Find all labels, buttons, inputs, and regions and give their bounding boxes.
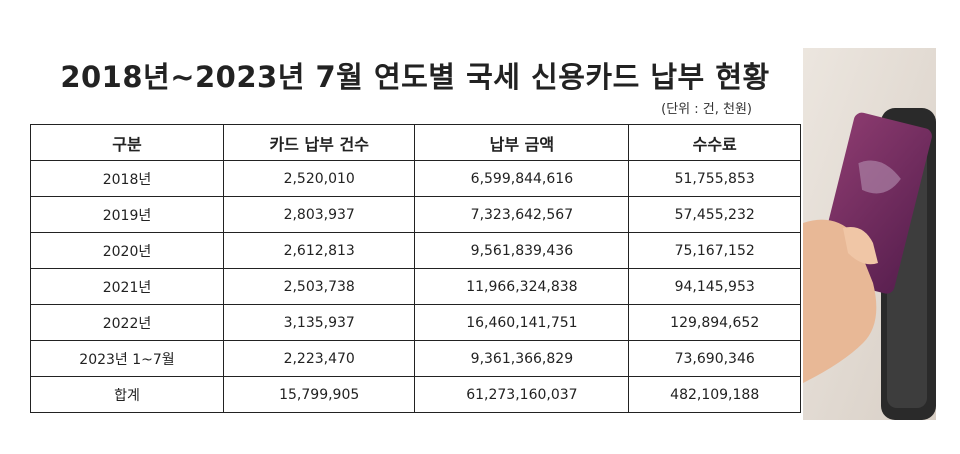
table-cell: 9,361,366,829 xyxy=(414,340,630,377)
column-header: 수수료 xyxy=(628,124,801,161)
row-label: 2021년 xyxy=(30,268,224,305)
column-header: 구분 xyxy=(30,124,224,161)
table-cell: 57,455,232 xyxy=(628,196,801,233)
table-cell: 129,894,652 xyxy=(628,304,801,341)
row-label: 2020년 xyxy=(30,232,224,269)
table-head: 구분 카드 납부 건수 납부 금액 수수료 xyxy=(30,124,801,161)
table-cell: 2,803,937 xyxy=(222,196,416,233)
table-cell: 73,690,346 xyxy=(628,340,801,377)
column-header: 카드 납부 건수 xyxy=(222,124,416,161)
row-label: 2023년 1~7월 xyxy=(30,340,224,377)
unit-note: (단위 : 건, 천원) xyxy=(661,102,752,117)
table-cell: 482,109,188 xyxy=(628,376,801,413)
card-photo xyxy=(803,48,936,420)
row-label: 2019년 xyxy=(30,196,224,233)
table-cell: 6,599,844,616 xyxy=(414,160,630,197)
table-row: 2022년 3,135,937 16,460,141,751 129,894,652 xyxy=(30,304,801,341)
table-cell: 2,612,813 xyxy=(222,232,416,269)
table-cell: 2,520,010 xyxy=(222,160,416,197)
table-cell: 75,167,152 xyxy=(628,232,801,269)
table: 구분 카드 납부 건수 납부 금액 수수료 2018년 2,520,010 6,599,8… xyxy=(30,124,801,413)
table-row: 2018년 2,520,010 6,599,844,616 51,755,853 xyxy=(30,160,801,197)
title: 2018년~2023년 7월 연도별 국세 신용카드 납부 현황 xyxy=(60,60,770,94)
header-row: 구분 카드 납부 건수 납부 금액 수수료 xyxy=(30,124,801,161)
table-row: 2023년 1~7월 2,223,470 9,361,366,829 73,690,3… xyxy=(30,340,801,377)
table-cell: 11,966,324,838 xyxy=(414,268,630,305)
table-row: 합계 15,799,905 61,273,160,037 482,109,188 xyxy=(30,376,801,413)
table-cell: 94,145,953 xyxy=(628,268,801,305)
table-row: 2021년 2,503,738 11,966,324,838 94,145,953 xyxy=(30,268,801,305)
table-cell: 61,273,160,037 xyxy=(414,376,630,413)
row-label: 합계 xyxy=(30,376,224,413)
table-row: 2020년 2,612,813 9,561,839,436 75,167,152 xyxy=(30,232,801,269)
row-label: 2018년 xyxy=(30,160,224,197)
column-header: 납부 금액 xyxy=(414,124,630,161)
table-cell: 9,561,839,436 xyxy=(414,232,630,269)
table-body: 2018년 2,520,010 6,599,844,616 51,755,853 201… xyxy=(30,160,801,413)
row-label: 2022년 xyxy=(30,304,224,341)
table-row: 2019년 2,803,937 7,323,642,567 57,455,232 xyxy=(30,196,801,233)
table-cell: 16,460,141,751 xyxy=(414,304,630,341)
table-cell: 51,755,853 xyxy=(628,160,801,197)
table-cell: 2,503,738 xyxy=(222,268,416,305)
table-cell: 7,323,642,567 xyxy=(414,196,630,233)
table-cell: 3,135,937 xyxy=(222,304,416,341)
table-cell: 2,223,470 xyxy=(222,340,416,377)
table-cell: 15,799,905 xyxy=(222,376,416,413)
